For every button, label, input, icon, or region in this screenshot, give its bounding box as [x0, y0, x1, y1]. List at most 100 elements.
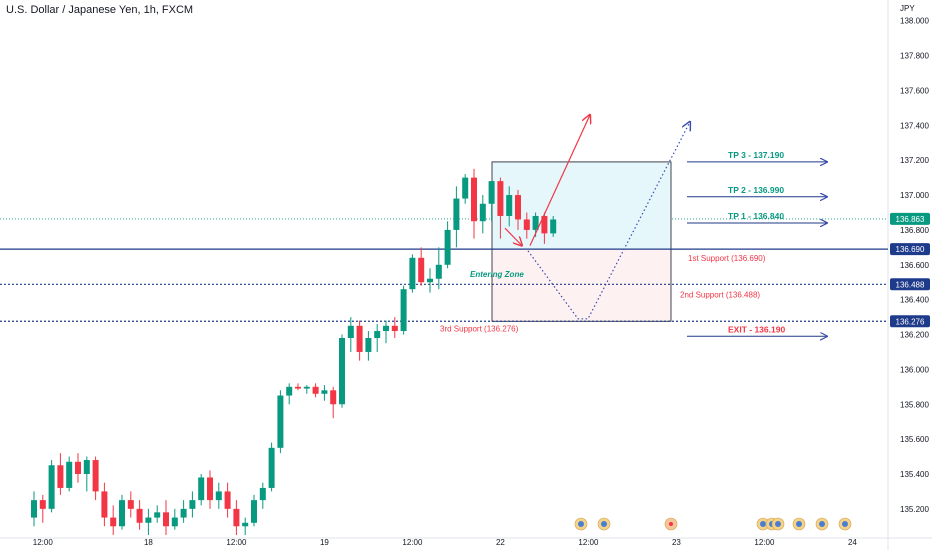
event-flag-icon: [669, 522, 673, 526]
candle-body: [101, 491, 108, 518]
candle-body: [523, 219, 530, 230]
candle-body: [110, 517, 117, 527]
candle-body: [39, 500, 46, 509]
candle-body: [215, 491, 222, 501]
candle-body: [242, 522, 249, 527]
candle-body: [251, 500, 257, 523]
candle-body: [497, 181, 504, 216]
x-tick-label: 12:00: [226, 538, 247, 547]
candle-body: [479, 203, 486, 222]
candle-body: [541, 215, 548, 234]
event-flag-icon: [842, 521, 848, 527]
support-label: 3rd Support (136.276): [440, 324, 519, 333]
candle-body: [374, 331, 381, 339]
candle-body: [339, 338, 345, 405]
candle-body: [277, 395, 284, 448]
candle-body: [163, 512, 169, 527]
candle-body: [189, 500, 196, 509]
candle-body: [444, 229, 451, 265]
y-axis: JPY 138.000 137.800 137.600 137.400 137.200 13…: [890, 4, 930, 514]
candle-body: [356, 325, 363, 352]
price-tag-label: 136.863: [896, 215, 925, 224]
x-tick-label: 12:00: [578, 538, 599, 547]
candle-body: [198, 477, 205, 501]
y-tick-label: 135.400: [900, 470, 929, 479]
level-label: EXIT - 136.190: [728, 324, 785, 334]
candles: [31, 168, 557, 535]
entry-arrow: [504, 227, 522, 245]
candle-body: [435, 264, 442, 279]
price-tag: [890, 315, 930, 328]
bullish-arrow: [529, 115, 590, 246]
candle-body: [268, 447, 275, 488]
y-tick-label: 136.400: [900, 296, 929, 305]
candle-body: [66, 461, 73, 488]
candle-body: [312, 386, 319, 394]
candle-body: [48, 465, 55, 509]
candle-body: [145, 517, 152, 523]
candle-body: [154, 512, 161, 518]
candle-body: [180, 508, 187, 518]
candle-body: [391, 325, 398, 332]
y-tick-label: 135.800: [900, 400, 929, 409]
x-tick-label: 23: [672, 538, 681, 547]
candle-body: [409, 257, 416, 290]
y-tick-label: 136.800: [900, 226, 929, 235]
candle-body: [207, 477, 213, 501]
candle-body: [286, 386, 293, 396]
level-labels: TP 3 - 137.190 TP 2 - 136.990 TP 1 - 136.8…: [440, 150, 827, 336]
entering-zone-label: Entering Zone: [470, 270, 524, 279]
level-label: TP 1 - 136.840: [728, 211, 784, 221]
candle-body: [515, 195, 521, 220]
candle-body: [259, 487, 266, 501]
event-flag-icon: [578, 521, 584, 527]
price-tag: [890, 243, 930, 256]
projected-path: [527, 122, 690, 320]
candle-body: [550, 219, 557, 234]
x-tick-label: 12:00: [754, 538, 775, 547]
support-label: 2nd Support (136.488): [680, 290, 760, 299]
candle-body: [453, 198, 460, 230]
support-lines: [0, 248, 888, 322]
profit-zone-box: [491, 161, 672, 250]
candle-body: [418, 257, 425, 283]
y-axis-unit: JPY: [900, 4, 915, 13]
x-tick-label: 24: [848, 538, 857, 547]
price-tag-label: 136.488: [896, 280, 925, 289]
candle-body: [303, 386, 310, 389]
level-label: TP 3 - 137.190: [728, 150, 784, 160]
candle-body: [295, 386, 301, 389]
candle-body: [383, 325, 389, 332]
candle-body: [57, 465, 64, 488]
candle-body: [347, 325, 354, 339]
candle-body: [321, 390, 328, 394]
candle-body: [427, 278, 433, 283]
chart-title: U.S. Dollar / Japanese Yen, 1h, FXCM: [6, 4, 194, 16]
price-tag: [890, 212, 930, 225]
candle-body: [92, 460, 99, 492]
y-tick-label: 136.000: [900, 365, 929, 374]
x-tick-label: 18: [144, 538, 153, 547]
y-tick-label: 135.200: [900, 505, 929, 514]
candle-body: [171, 517, 178, 527]
candle-body: [471, 177, 477, 222]
price-tag-label: 136.276: [896, 317, 925, 326]
x-tick-label: 19: [320, 538, 329, 547]
x-tick-label: 22: [496, 538, 505, 547]
x-axis: 12:00 18 12:00 19 12:00 22 12:00 23 12:00 24: [33, 538, 858, 547]
candle-body: [506, 195, 513, 216]
candle-body: [462, 177, 469, 199]
y-tick-label: 137.800: [900, 52, 929, 61]
price-tag-label: 136.690: [896, 245, 925, 254]
event-flag-icon: [796, 521, 802, 527]
event-flag-icon: [601, 521, 607, 527]
candle-body: [119, 500, 125, 527]
candle-body: [400, 289, 407, 332]
event-icons: [574, 517, 852, 531]
candle-body: [532, 215, 539, 230]
event-flag-icon: [775, 521, 781, 527]
event-flag-icon: [760, 521, 766, 527]
